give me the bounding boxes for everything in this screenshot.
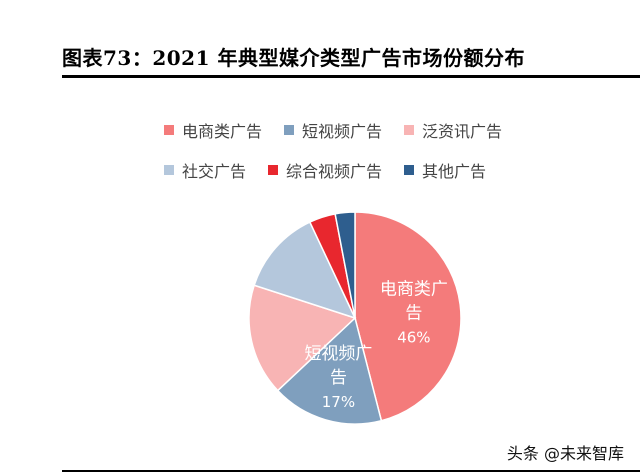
legend-swatch-other xyxy=(404,165,415,175)
pie-slice xyxy=(253,221,357,320)
legend-item-ecommerce: 电商类广告 xyxy=(164,118,262,142)
pie-slice xyxy=(354,211,462,422)
title-divider xyxy=(62,75,640,78)
legend-swatch-ecommerce xyxy=(164,125,174,135)
legend-row: 电商类广告 短视频广告 泛资讯广告 xyxy=(164,110,584,150)
legend-item-social: 社交广告 xyxy=(164,158,246,182)
watermark-text: 头条 @未来智库 xyxy=(506,444,624,463)
slice-category-label: 短视频广 xyxy=(304,344,372,364)
legend-label-news: 泛资讯广告 xyxy=(422,122,503,141)
legend-item-general-video: 综合视频广告 xyxy=(268,158,382,182)
slice-category-label: 电商类广 xyxy=(380,280,448,300)
bottom-divider xyxy=(62,470,640,472)
legend-swatch-general-video xyxy=(268,165,279,175)
pie-slice xyxy=(276,316,383,425)
legend-label-social: 社交广告 xyxy=(182,162,247,181)
chart-legend: 电商类广告 短视频广告 泛资讯广告 社交广告 综合视频广告 其他广告 xyxy=(164,110,584,190)
legend-item-news: 泛资讯广告 xyxy=(404,118,502,142)
legend-item-short-video: 短视频广告 xyxy=(284,118,382,142)
pie-slice xyxy=(248,284,357,392)
legend-row: 社交广告 综合视频广告 其他广告 xyxy=(164,150,584,190)
legend-label-other: 其他广告 xyxy=(422,162,487,181)
page-title: 图表73：2021 年典型媒介类型广告市场份额分布 xyxy=(62,46,525,70)
legend-label-general-video: 综合视频广告 xyxy=(286,162,383,181)
slice-value-label: 17% xyxy=(322,393,355,411)
legend-swatch-news xyxy=(404,125,415,135)
legend-swatch-social xyxy=(164,165,174,175)
slice-category-label: 告 xyxy=(405,304,422,324)
slice-value-label: 46% xyxy=(397,329,430,347)
slice-category-label: 告 xyxy=(330,368,347,388)
legend-label-ecommerce: 电商类广告 xyxy=(182,122,263,141)
pie-slice xyxy=(334,211,356,319)
pie-slices xyxy=(248,211,462,425)
legend-item-other: 其他广告 xyxy=(404,158,486,182)
legend-label-short-video: 短视频广告 xyxy=(302,122,383,141)
legend-swatch-short-video xyxy=(284,125,295,135)
